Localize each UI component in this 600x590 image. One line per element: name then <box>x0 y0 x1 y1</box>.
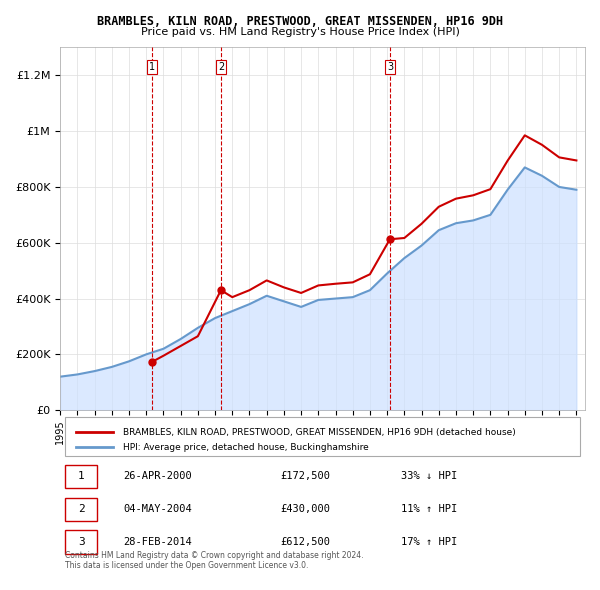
FancyBboxPatch shape <box>65 417 580 456</box>
Text: 2: 2 <box>218 62 224 72</box>
FancyBboxPatch shape <box>65 530 97 553</box>
FancyBboxPatch shape <box>65 497 97 520</box>
Text: £172,500: £172,500 <box>281 471 331 481</box>
Text: 3: 3 <box>78 537 85 547</box>
Text: 1: 1 <box>149 62 155 72</box>
Text: 04-MAY-2004: 04-MAY-2004 <box>123 504 192 514</box>
Text: BRAMBLES, KILN ROAD, PRESTWOOD, GREAT MISSENDEN, HP16 9DH: BRAMBLES, KILN ROAD, PRESTWOOD, GREAT MI… <box>97 15 503 28</box>
FancyBboxPatch shape <box>65 464 97 487</box>
Text: 3: 3 <box>387 62 393 72</box>
Text: Price paid vs. HM Land Registry's House Price Index (HPI): Price paid vs. HM Land Registry's House … <box>140 27 460 37</box>
Text: BRAMBLES, KILN ROAD, PRESTWOOD, GREAT MISSENDEN, HP16 9DH (detached house): BRAMBLES, KILN ROAD, PRESTWOOD, GREAT MI… <box>123 428 516 437</box>
Text: 28-FEB-2014: 28-FEB-2014 <box>123 537 192 547</box>
Text: Contains HM Land Registry data © Crown copyright and database right 2024.
This d: Contains HM Land Registry data © Crown c… <box>65 550 364 570</box>
Text: £430,000: £430,000 <box>281 504 331 514</box>
Text: 33% ↓ HPI: 33% ↓ HPI <box>401 471 458 481</box>
Text: 1: 1 <box>78 471 85 481</box>
Text: 11% ↑ HPI: 11% ↑ HPI <box>401 504 458 514</box>
Text: HPI: Average price, detached house, Buckinghamshire: HPI: Average price, detached house, Buck… <box>123 442 369 452</box>
Text: 26-APR-2000: 26-APR-2000 <box>123 471 192 481</box>
Text: 17% ↑ HPI: 17% ↑ HPI <box>401 537 458 547</box>
Text: 2: 2 <box>78 504 85 514</box>
Text: £612,500: £612,500 <box>281 537 331 547</box>
